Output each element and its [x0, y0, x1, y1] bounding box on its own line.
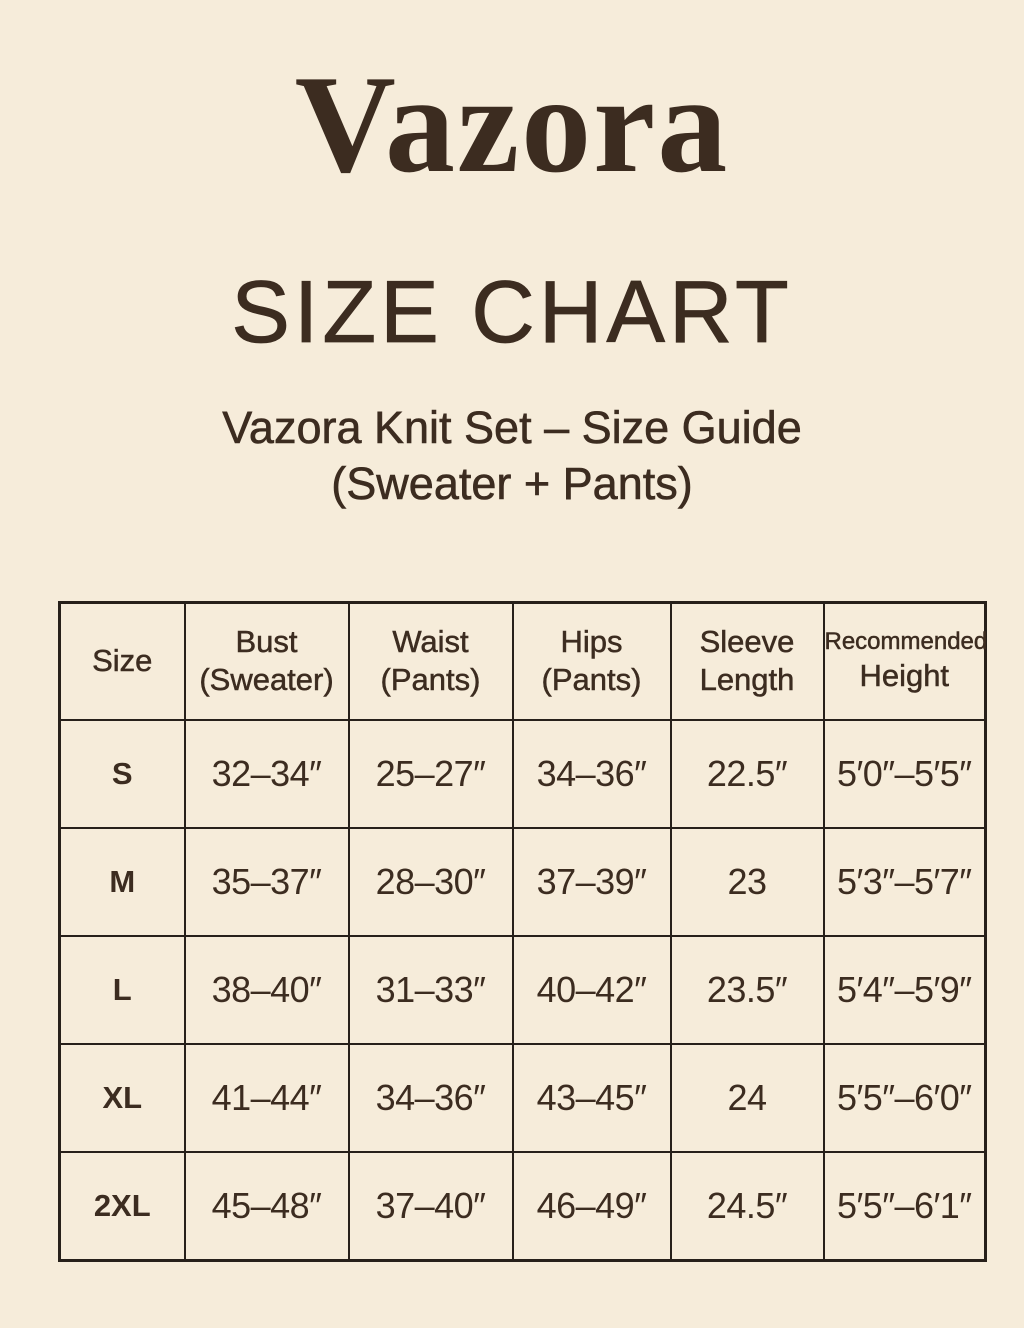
m-bust-value: 35–37″ — [183, 827, 350, 937]
s-bust-value: 32–34″ — [183, 719, 350, 829]
size-label-l: L — [58, 935, 186, 1045]
2xl-sleeve-value: 24.5″ — [669, 1151, 825, 1261]
column-header-bust-line-2: (Sweater) — [199, 662, 334, 698]
xl-bust-value: 41–44″ — [183, 1043, 350, 1153]
table-row-2xl: 2XL 45–48″ 37–40″ 46–49″ 24.5″ 5′5″–6′1″ — [58, 1151, 987, 1261]
m-sleeve-value: 23 — [669, 827, 825, 937]
l-bust-value: 38–40″ — [183, 935, 350, 1045]
column-header-size: Size — [58, 601, 186, 721]
column-header-height-line-1: Recommended — [824, 627, 988, 656]
brand-title: Vazora — [294, 47, 730, 202]
table-header-row: Size Bust (Sweater) Waist (Pants) Hips (Pants)… — [58, 601, 988, 721]
xl-waist-value: 34–36″ — [347, 1043, 514, 1153]
table-row-l: L 38–40″ 31–33″ 40–42″ 23.5″ 5′4″–5′9″ — [58, 935, 987, 1045]
column-header-height: Recommended Height — [822, 601, 988, 721]
column-header-waist: Waist (Pants) — [347, 601, 514, 721]
size-label-m: M — [58, 827, 186, 937]
m-waist-value: 28–30″ — [347, 827, 514, 937]
column-header-waist-line-2: (Pants) — [380, 662, 481, 698]
2xl-waist-value: 37–40″ — [347, 1151, 514, 1261]
2xl-height-value: 5′5″–6′1″ — [822, 1151, 987, 1261]
l-waist-value: 31–33″ — [347, 935, 514, 1045]
subtitle-line-2: (Sweater + Pants) — [331, 458, 693, 510]
l-sleeve-value: 23.5″ — [669, 935, 825, 1045]
size-label-xl: XL — [58, 1043, 186, 1153]
column-header-hips-line-2: (Pants) — [541, 662, 642, 698]
column-header-bust: Bust (Sweater) — [183, 601, 350, 721]
size-label-s: S — [58, 719, 186, 829]
column-header-hips-line-1: Hips — [560, 623, 623, 659]
2xl-bust-value: 45–48″ — [183, 1151, 350, 1261]
table-row-s: S 32–34″ 25–27″ 34–36″ 22.5″ 5′0″–5′5″ — [58, 719, 987, 829]
s-height-value: 5′0″–5′5″ — [822, 719, 987, 829]
xl-height-value: 5′5″–6′0″ — [822, 1043, 987, 1153]
2xl-hips-value: 46–49″ — [511, 1151, 672, 1261]
m-hips-value: 37–39″ — [511, 827, 672, 937]
column-header-waist-line-1: Waist — [392, 623, 469, 659]
column-header-hips: Hips (Pants) — [511, 601, 672, 721]
page-title: SIZE CHART — [231, 262, 793, 361]
column-header-sleeve-line-1: Sleeve — [699, 623, 795, 659]
xl-hips-value: 43–45″ — [511, 1043, 672, 1153]
column-header-sleeve-line-2: Length — [699, 662, 795, 698]
l-height-value: 5′4″–5′9″ — [822, 935, 987, 1045]
column-header-bust-line-1: Bust — [235, 623, 298, 659]
xl-sleeve-value: 24 — [669, 1043, 825, 1153]
l-hips-value: 40–42″ — [511, 935, 672, 1045]
table-row-m: M 35–37″ 28–30″ 37–39″ 23 5′3″–5′7″ — [58, 827, 987, 937]
s-hips-value: 34–36″ — [511, 719, 672, 829]
column-header-height-line-2: Height — [859, 657, 950, 693]
table-row-xl: XL 41–44″ 34–36″ 43–45″ 24 5′5″–6′0″ — [58, 1043, 987, 1153]
column-header-sleeve: Sleeve Length — [669, 601, 825, 721]
size-label-2xl: 2XL — [58, 1151, 186, 1261]
s-waist-value: 25–27″ — [347, 719, 514, 829]
size-chart-page: Vazora SIZE CHART Vazora Knit Set – Size… — [0, 48, 1024, 1328]
m-height-value: 5′3″–5′7″ — [822, 827, 987, 937]
s-sleeve-value: 22.5″ — [669, 719, 825, 829]
column-header-size-line-1: Size — [92, 642, 153, 678]
subtitle-line-1: Vazora Knit Set – Size Guide — [222, 402, 802, 454]
size-chart-table: Size Bust (Sweater) Waist (Pants) Hips (Pants)… — [58, 600, 988, 1262]
